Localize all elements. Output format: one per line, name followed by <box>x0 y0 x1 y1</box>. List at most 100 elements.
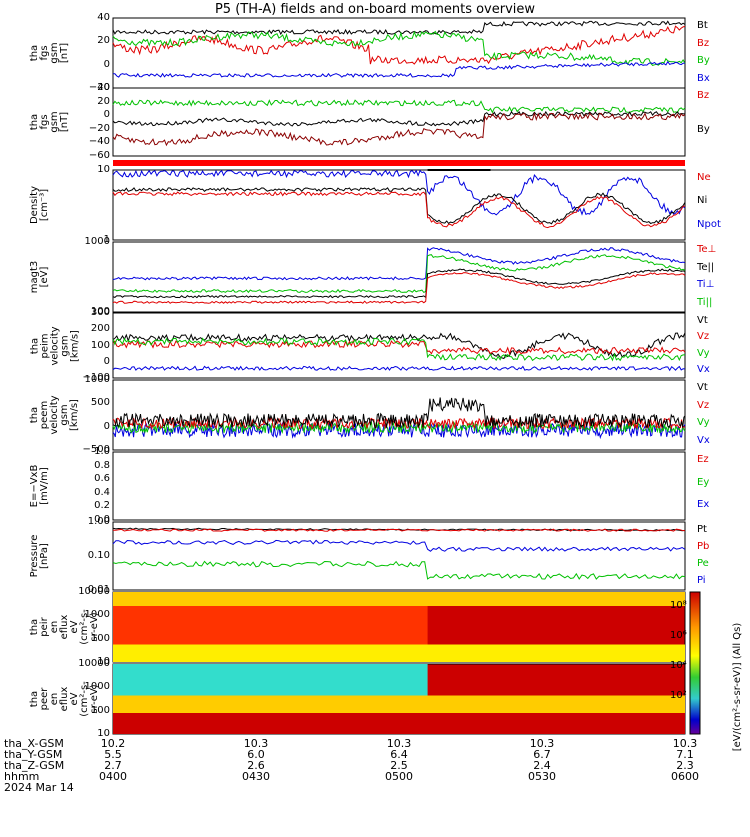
panel-1-tick-3: −20 <box>88 122 110 134</box>
panel-6-legend-1: Ey <box>697 476 710 488</box>
footer-col-0-row-1: 5.5 <box>104 748 122 761</box>
footer-col-0-row-3: 0400 <box>99 770 127 783</box>
panel-6-tick-2: 0.6 <box>94 473 110 485</box>
by-line <box>112 30 686 66</box>
panel-1-tick-4: −40 <box>88 136 110 148</box>
panel-3-legend-2: Ti⊥ <box>697 279 715 290</box>
footer-row-label-3: hhmm <box>4 770 40 783</box>
panel-0-legend-3: Bx <box>697 72 710 84</box>
peir-band-1 <box>113 606 428 645</box>
panel-ylabel-9: tha peer en eflux eV (cm²-s- sr-eV) <box>29 681 100 717</box>
panel-6-tick-4: 0.2 <box>94 500 110 512</box>
colorbar-tick-1: 10⁶ <box>670 630 687 641</box>
panel-9-tick-3: 10 <box>97 728 110 739</box>
panel-frame-0 <box>112 17 686 89</box>
panel-3-tick-1: 100 <box>90 306 110 317</box>
panel-2-tick-1: 1 <box>103 234 110 245</box>
bz-line <box>112 25 686 65</box>
panel-0-tick-2: 0 <box>103 58 110 70</box>
footer-col-3-row-2: 2.4 <box>533 759 551 772</box>
panel-4-tick-3: 0 <box>103 355 110 367</box>
panel-5-tick-2: 0 <box>103 420 110 432</box>
panel-4-legend-0: Vt <box>697 315 708 326</box>
vx-line <box>112 365 686 372</box>
colorbar-label: [eV/(cm²-s-sr-eV)] (All Qs) <box>732 622 743 752</box>
panel-5-legend-2: Vy <box>697 417 710 428</box>
panel-ylabel-2: Density [cm⁻³] <box>29 185 50 225</box>
panel-4-tick-1: 200 <box>90 323 110 335</box>
peir-band-0 <box>113 592 685 606</box>
footer-col-0-row-2: 2.7 <box>104 759 122 772</box>
colorbar-tick-3: 10² <box>670 690 687 701</box>
panel-frame-2 <box>112 169 686 241</box>
panel-1-tick-5: −60 <box>88 150 110 161</box>
panel-2-legend-0: Ne <box>697 172 711 183</box>
panel-8-tick-2: 100 <box>90 632 110 644</box>
vex-line <box>112 421 686 440</box>
panel-3-tick-0: 1000 <box>84 236 110 247</box>
vy-line <box>112 337 685 362</box>
panel-frame-5 <box>112 379 686 451</box>
panel-4-tick-0: 300 <box>90 307 110 318</box>
footer-col-3-row-0: 10.3 <box>529 737 555 750</box>
panel-2-tick-0: 10 <box>97 164 110 175</box>
panel-0-tick-0: 40 <box>97 12 110 23</box>
vet-line <box>112 397 686 430</box>
panel-7-legend-0: Pt <box>697 524 707 535</box>
orbit-bar <box>113 160 685 166</box>
vey-line <box>112 420 686 435</box>
panel-frame-3 <box>112 241 686 313</box>
panel-ylabel-0: tha fgs gsm [nT] <box>29 42 70 64</box>
bt2-line <box>112 110 686 127</box>
panel-9-tick-0: 10000 <box>78 658 110 669</box>
footer-col-2-row-3: 0500 <box>385 770 413 783</box>
panel-5-tick-0: 1000 <box>84 374 110 385</box>
panel-0-legend-1: Bz <box>697 37 710 49</box>
footer-col-4-row-1: 7.1 <box>676 748 694 761</box>
panel-ylabel-7: Pressure [nPa] <box>29 534 50 578</box>
panel-5-tick-1: 500 <box>90 397 110 409</box>
panel-2-legend-1: Ni <box>697 195 708 207</box>
panel-0-legend-2: By <box>697 55 710 66</box>
panel-1-tick-2: 0 <box>103 109 110 121</box>
peer-band-0 <box>113 664 428 696</box>
panel-1-legend-1: By <box>697 124 710 135</box>
panel-5-legend-3: Vx <box>697 434 710 446</box>
panel-7-legend-3: Pi <box>697 575 706 586</box>
panel-1-tick-0: 40 <box>97 82 110 93</box>
panel-ylabel-5: tha peem velocity gsm [km/s] <box>29 395 80 435</box>
panel-4-tick-4: −100 <box>82 372 110 383</box>
panel-7-tick-0: 1.00 <box>87 516 110 527</box>
panel-7-legend-1: Pb <box>697 541 710 552</box>
panel-6-legend-2: Ex <box>697 499 710 511</box>
peer-band-2 <box>113 713 685 734</box>
panel-0-legend-0: Bt <box>697 20 708 31</box>
panel-6-legend-0: Ez <box>697 454 709 465</box>
peer-band-1 <box>113 695 685 713</box>
tipar-line <box>112 254 686 294</box>
panel-4-legend-2: Vy <box>697 347 710 359</box>
plot-canvas <box>112 17 701 735</box>
vz-line <box>112 339 686 356</box>
pe-line <box>112 560 686 580</box>
colorbar-tick-2: 10⁴ <box>670 660 687 671</box>
footer-row-label-2: tha_Z-GSM <box>4 759 65 772</box>
panel-4-tick-2: 100 <box>90 339 110 351</box>
panel-4-legend-3: Vx <box>697 363 710 375</box>
panel-0-tick-3: −20 <box>88 82 110 93</box>
panel-5-tick-3: −500 <box>82 444 110 455</box>
pi-line <box>112 539 686 552</box>
vt-line <box>112 332 686 360</box>
panel-6-tick-3: 0.4 <box>94 486 110 498</box>
npot-line <box>112 169 686 216</box>
colorbar <box>689 591 701 735</box>
peir-band-2 <box>113 644 685 662</box>
panel-frame-6 <box>112 451 686 521</box>
footer-col-3-row-3: 0530 <box>528 770 556 783</box>
panel-ylabel-8: tha peir en eflux eV (cm²-s- sr-eV) <box>29 609 100 645</box>
footer-col-1-row-1: 6.0 <box>247 748 265 761</box>
panel-2-legend-2: Npot <box>697 218 721 230</box>
panel-frame-7 <box>112 521 686 591</box>
footer-col-4-row-2: 2.3 <box>676 759 694 772</box>
footer-row-label-4: 2024 Mar 14 <box>4 781 74 794</box>
